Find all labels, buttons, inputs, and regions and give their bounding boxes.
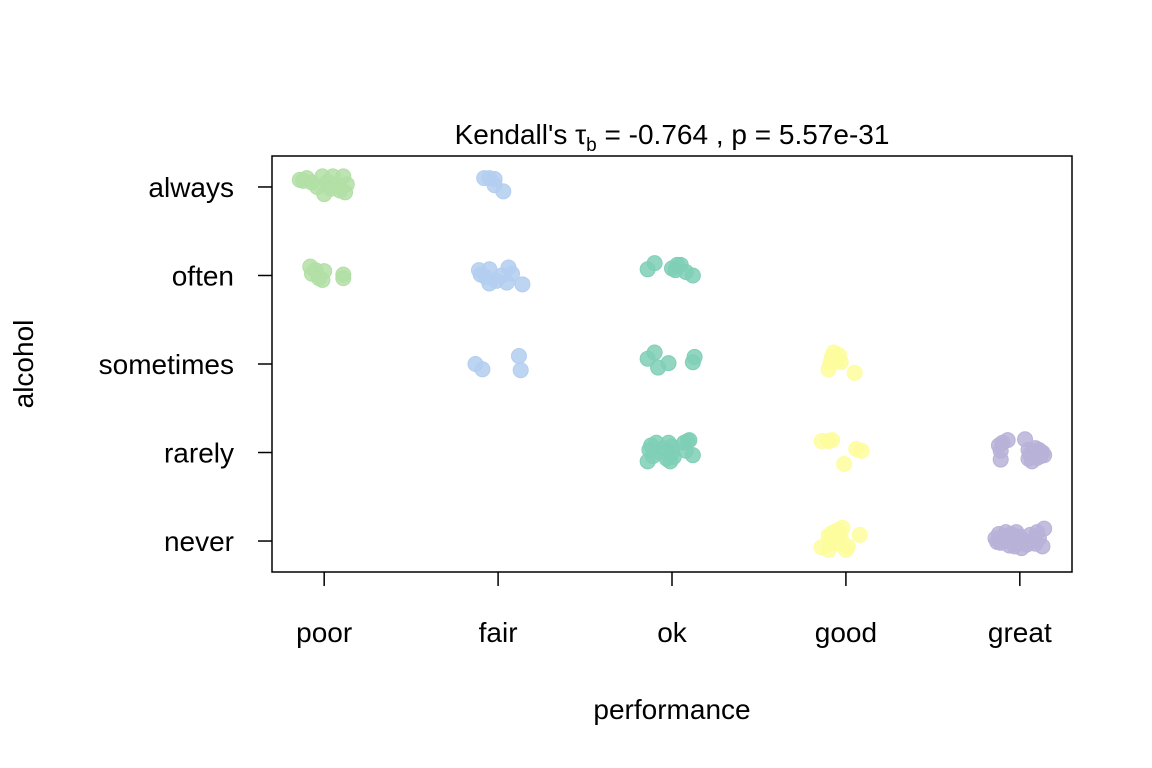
data-point-great-rarely <box>1036 447 1053 464</box>
x-tick-label-fair: fair <box>479 617 518 648</box>
y-tick-label-never: never <box>164 526 234 557</box>
data-point-good-never <box>834 519 851 536</box>
data-point-ok-rarely <box>681 432 698 449</box>
data-point-great-never <box>1036 520 1053 537</box>
x-axis: poor fair ok good great <box>296 572 1052 648</box>
y-tick-label-always: always <box>148 172 234 203</box>
y-axis: never rarely sometimes often always <box>99 172 272 557</box>
points-layer <box>291 168 1053 558</box>
data-point-great-rarely <box>999 432 1016 449</box>
data-point-fair-sometimes <box>512 362 529 379</box>
chart-title-subscript: b <box>586 135 597 156</box>
x-tick-label-poor: poor <box>296 617 352 648</box>
x-tick-label-great: great <box>988 617 1052 648</box>
chart-title-prefix: Kendall's τ <box>455 119 587 150</box>
data-point-good-rarely <box>824 432 840 449</box>
data-point-poor-always <box>323 180 340 197</box>
data-point-great-never <box>1034 538 1051 555</box>
data-point-poor-always <box>338 176 355 193</box>
data-point-fair-sometimes <box>474 361 491 378</box>
data-point-ok-sometimes <box>646 344 663 361</box>
data-point-fair-always <box>495 183 512 200</box>
data-point-ok-often <box>646 255 663 272</box>
data-point-good-rarely <box>836 456 853 473</box>
data-point-ok-rarely <box>684 447 701 464</box>
y-tick-label-rarely: rarely <box>164 438 234 469</box>
data-point-good-rarely <box>853 442 870 459</box>
data-point-ok-sometimes <box>686 348 703 365</box>
y-axis-title: alcohol <box>8 320 39 409</box>
data-point-great-rarely <box>992 451 1009 468</box>
data-point-ok-sometimes <box>660 355 677 372</box>
data-point-fair-often <box>504 265 520 282</box>
y-tick-label-often: often <box>172 260 234 291</box>
x-tick-label-ok: ok <box>657 617 688 648</box>
data-point-good-sometimes <box>832 354 849 371</box>
y-tick-label-sometimes: sometimes <box>99 349 234 380</box>
x-tick-label-good: good <box>815 617 877 648</box>
data-point-good-never <box>851 526 868 543</box>
data-point-fair-often <box>514 276 531 293</box>
chart-title-suffix: = -0.764 , p = 5.57e-31 <box>597 119 890 150</box>
data-point-poor-always <box>295 172 312 189</box>
data-point-poor-often <box>316 263 333 280</box>
data-point-good-sometimes <box>846 364 863 381</box>
data-point-fair-sometimes <box>510 348 527 365</box>
chart-title: Kendall's τb = -0.764 , p = 5.57e-31 <box>455 119 890 156</box>
data-point-good-never <box>839 538 856 555</box>
x-axis-title: performance <box>593 694 750 725</box>
data-point-poor-often <box>335 270 352 287</box>
data-point-ok-often <box>684 267 701 284</box>
